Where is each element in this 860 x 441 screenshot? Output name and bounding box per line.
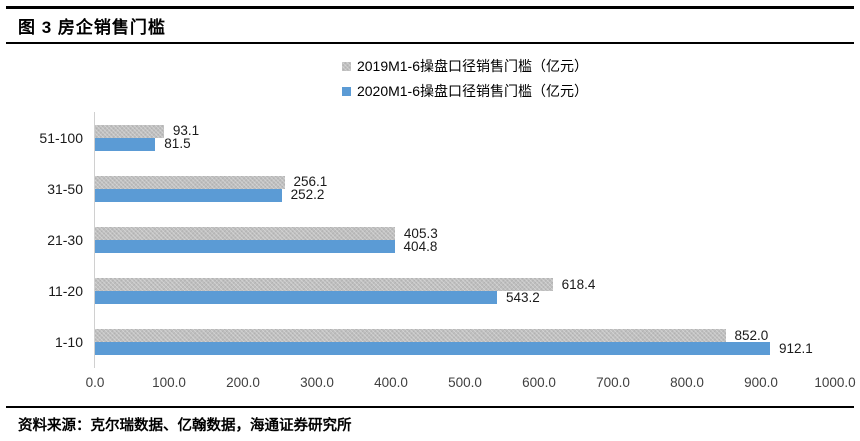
bar-2019-51-100 [95,124,164,138]
bar-2019-31-50 [95,175,285,189]
legend-label: 2019M1-6操盘口径销售门槛（亿元） [356,58,589,74]
bar-2020-21-30 [95,240,395,253]
value-label: 256.1 [293,174,328,190]
x-tick-label: 200.0 [226,375,260,390]
x-tick-label: 500.0 [448,375,482,390]
x-tick-label: 1000.0 [814,375,856,390]
category-label: 21-30 [47,232,83,248]
x-tick-label: 800.0 [670,375,704,390]
legend-item-2020: 2020M1-6操盘口径销售门槛（亿元） [341,82,589,100]
bar-2019-11-20 [95,278,553,292]
bar-2020-31-50 [95,188,282,202]
figure-title: 图 3 房企销售门槛 [18,18,166,37]
value-label: 618.4 [561,276,596,292]
value-label: 405.3 [403,225,438,241]
bar-2020-1-10 [95,342,770,356]
legend-swatch-icon [341,61,351,71]
footer-divider-rule [6,406,854,408]
x-tick-label: 0.0 [85,375,105,390]
value-label: 912.1 [778,340,813,356]
value-label: 543.2 [505,289,540,305]
legend-swatch-icon [341,86,351,96]
bar-2020-51-100 [95,137,156,151]
category-label: 1-10 [54,334,83,351]
bar-2019-21-30 [95,227,395,240]
title-divider-rule [6,42,854,44]
chart-legend: 2019M1-6操盘口径销售门槛（亿元） 2020M1-6操盘口径销售门槛（亿元） [95,57,835,100]
bar-2020-11-20 [95,291,497,305]
source-note: 资料来源：克尔瑞数据、亿翰数据，海通证券研究所 [18,418,352,434]
value-label: 81.5 [164,136,191,152]
category-label: 51-100 [39,129,83,146]
y-axis-line [94,112,95,368]
value-label: 404.8 [403,238,438,254]
x-axis-tick-labels: 0.0 100.0 200.0 300.0 400.0 500.0 600.0 700.0 80… [86,375,856,391]
x-tick-label: 400.0 [374,375,408,390]
bar-chart-plot-area: 51-100 93.1 81.5 31-50 256.1 252.2 21-30 405.3 4… [39,112,835,368]
x-tick-label: 300.0 [300,375,334,390]
category-label: 31-50 [47,180,83,197]
category-label: 11-20 [48,283,83,300]
x-tick-label: 600.0 [522,375,556,390]
legend-label: 2020M1-6操盘口径销售门槛（亿元） [356,83,589,99]
value-label: 93.1 [172,123,200,139]
bar-2019-1-10 [95,329,726,343]
value-label: 852.0 [734,327,769,343]
legend-item-2019: 2019M1-6操盘口径销售门槛（亿元） [341,57,589,75]
top-rule [6,6,854,9]
x-tick-label: 100.0 [152,375,186,390]
x-tick-label: 700.0 [596,375,630,390]
x-tick-label: 900.0 [744,375,778,390]
value-label: 252.2 [290,187,325,203]
